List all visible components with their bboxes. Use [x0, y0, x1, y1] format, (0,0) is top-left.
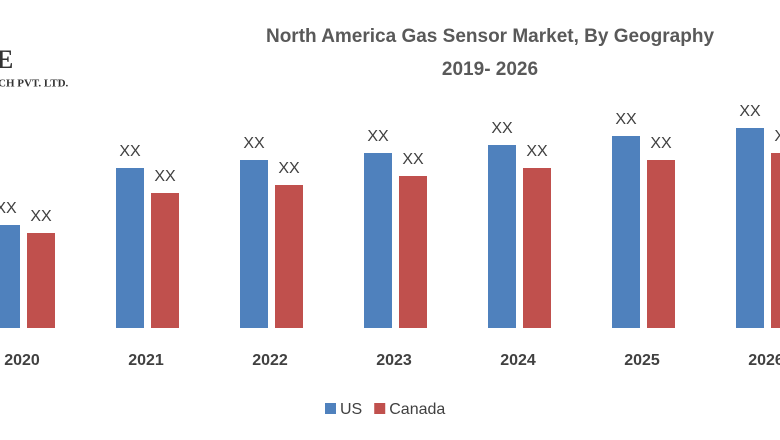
x-tick-label: 2020 [4, 352, 40, 369]
bar [523, 168, 551, 328]
bar [240, 160, 268, 328]
value-label: XX [739, 103, 761, 120]
bar [0, 225, 20, 328]
bar [27, 233, 55, 328]
bar [364, 153, 392, 328]
value-label: XX [30, 208, 52, 225]
bar [275, 185, 303, 328]
legend-swatch [325, 403, 336, 414]
value-label: XX [491, 120, 513, 137]
legend-label: Canada [389, 401, 445, 418]
value-label: XX [615, 111, 637, 128]
bar [771, 153, 780, 328]
value-label: XX [526, 143, 548, 160]
x-tick-label: 2025 [624, 352, 660, 369]
value-label: XX [402, 151, 424, 168]
legend-label: US [340, 401, 362, 418]
value-label: XX [278, 160, 300, 177]
bar [647, 160, 675, 328]
bar [151, 193, 179, 328]
value-label: XX [774, 128, 780, 145]
x-tick-label: 2026 [748, 352, 780, 369]
bar [736, 128, 764, 328]
value-label: XX [243, 135, 265, 152]
value-label: XX [119, 143, 141, 160]
value-label: XX [0, 200, 17, 217]
logo-mark: E [0, 45, 13, 74]
value-label: XX [650, 135, 672, 152]
bar [488, 145, 516, 328]
chart-subtitle: 2019- 2026 [442, 59, 538, 80]
x-tick-label: 2022 [252, 352, 288, 369]
x-tick-label: 2023 [376, 352, 412, 369]
chart-title: North America Gas Sensor Market, By Geog… [266, 26, 714, 47]
bar [612, 136, 640, 328]
x-tick-label: 2024 [500, 352, 536, 369]
value-label: XX [367, 128, 389, 145]
bar [399, 176, 427, 328]
value-label: XX [154, 168, 176, 185]
legend-swatch [374, 403, 386, 414]
bar [116, 168, 144, 328]
x-tick-label: 2021 [128, 352, 164, 369]
logo-text: CH PVT. LTD. [0, 78, 69, 90]
